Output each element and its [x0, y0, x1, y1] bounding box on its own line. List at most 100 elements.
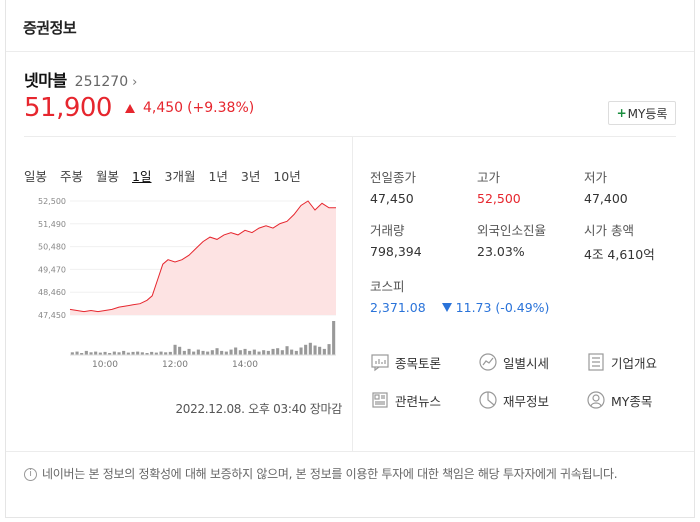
- stat-label: 전일종가: [370, 170, 417, 185]
- stat-cell: 저가 47,400: [584, 167, 684, 206]
- volume-bar: [238, 350, 242, 355]
- stat-label: 저가: [584, 170, 608, 185]
- volume-bar: [313, 345, 317, 355]
- volume-bar: [215, 348, 219, 355]
- volume-bar: [126, 352, 130, 355]
- quick-link[interactable]: MY종목: [586, 390, 686, 410]
- volume-bar: [266, 350, 270, 355]
- volume-bar: [322, 348, 326, 355]
- volume-bar: [70, 352, 74, 355]
- stats-grid: 전일종가 47,450 고가 52,500 저가 47,400 거래량 798,394 외국인소…: [370, 167, 684, 263]
- stat-value: 4조 4,610억: [584, 247, 655, 262]
- x-tick-label: 12:00: [162, 360, 188, 370]
- volume-bar: [187, 348, 191, 355]
- y-tick-label: 47,450: [38, 311, 66, 320]
- divider: [6, 451, 694, 452]
- quick-link-label: 일별시세: [503, 355, 550, 371]
- volume-bar: [103, 351, 107, 355]
- y-tick-label: 52,500: [38, 197, 66, 206]
- stat-label: 고가: [477, 170, 501, 185]
- kospi-block: 코스피 2,371.08 11.73 (-0.49%): [370, 276, 549, 315]
- x-tick-label: 10:00: [92, 360, 118, 370]
- volume-bar: [252, 349, 256, 355]
- stat-value: 47,450: [370, 191, 414, 206]
- volume-bar: [112, 351, 116, 355]
- my-register-button[interactable]: + MY등록: [608, 101, 676, 125]
- price-change: 4,450: [142, 100, 184, 116]
- volume-bar: [173, 344, 177, 355]
- quick-link[interactable]: 관련뉴스: [370, 390, 478, 410]
- user-icon: [587, 391, 605, 409]
- volume-bar: [332, 321, 336, 355]
- volume-bar: [98, 352, 102, 355]
- quick-link-label: 종목토론: [395, 355, 442, 371]
- volume-bar: [280, 350, 284, 355]
- tab-period[interactable]: 월봉: [96, 169, 120, 184]
- quick-link-label: 재무정보: [503, 393, 550, 409]
- tab-period[interactable]: 3개월: [164, 169, 196, 184]
- volume-bar: [84, 350, 88, 355]
- stock-name[interactable]: 넷마블: [24, 71, 67, 90]
- volume-bar: [276, 348, 280, 355]
- volume-bar: [248, 350, 252, 355]
- volume-bar: [327, 344, 331, 355]
- stat-cell: 고가 52,500: [477, 167, 584, 206]
- volume-bar: [164, 352, 168, 355]
- tab-period[interactable]: 1년: [208, 169, 228, 184]
- stat-cell: 시가 총액 4조 4,610억: [584, 220, 684, 263]
- volume-bar: [117, 352, 121, 355]
- quick-link[interactable]: 일별시세: [478, 352, 586, 372]
- volume-bar: [243, 348, 247, 355]
- price-line: [69, 200, 336, 313]
- tab-period[interactable]: 일봉: [24, 169, 48, 184]
- chevron-right-icon[interactable]: ›: [132, 75, 138, 90]
- quick-link[interactable]: 종목토론: [370, 352, 478, 372]
- tab-period[interactable]: 주봉: [60, 169, 84, 184]
- market-status-date: 2022.12.08. 오후 03:40 장마감: [175, 402, 342, 416]
- stat-value: 23.03%: [477, 244, 525, 259]
- volume-bar: [234, 347, 238, 355]
- quick-link-label: 관련뉴스: [395, 393, 442, 409]
- y-tick-label: 49,470: [38, 265, 66, 274]
- volume-bar: [140, 352, 144, 355]
- down-triangle-icon: [441, 303, 452, 312]
- volume-bar: [224, 351, 228, 355]
- quick-link[interactable]: 기업개요: [586, 352, 686, 372]
- kospi-label: 코스피: [370, 279, 405, 294]
- stat-value: 52,500: [477, 191, 521, 206]
- tab-period[interactable]: 3년: [240, 169, 261, 184]
- stock-code[interactable]: 251270: [74, 74, 129, 90]
- volume-bar: [145, 353, 149, 355]
- x-tick-label: 14:00: [232, 360, 258, 370]
- volume-bar: [285, 346, 289, 355]
- stat-value: 798,394: [370, 244, 422, 259]
- disclaimer: i 네이버는 본 정보의 정확성에 대해 보증하지 않으며, 본 정보를 이용한…: [24, 466, 684, 483]
- stat-cell: 전일종가 47,450: [370, 167, 477, 206]
- stock-name-row[interactable]: 넷마블 251270 ›: [24, 67, 137, 91]
- disclaimer-text: 네이버는 본 정보의 정확성에 대해 보증하지 않으며, 본 정보를 이용한 투…: [42, 467, 618, 481]
- volume-bar: [182, 350, 186, 355]
- volume-bar: [178, 346, 182, 355]
- volume-bar: [206, 351, 210, 355]
- volume-bar: [220, 350, 224, 355]
- tab-period[interactable]: 1일: [132, 169, 152, 184]
- volume-bar: [229, 349, 233, 355]
- stat-label: 거래량: [370, 223, 405, 238]
- volume-bar: [294, 350, 298, 355]
- card-header: 증권정보: [6, 0, 694, 52]
- tab-period[interactable]: 10년: [273, 169, 301, 184]
- stat-label: 외국인소진율: [477, 223, 547, 238]
- y-tick-label: 51,490: [38, 220, 66, 229]
- current-price: 51,900: [24, 93, 112, 123]
- volume-bar: [159, 351, 163, 355]
- trend-icon: [479, 353, 497, 371]
- quick-link[interactable]: 재무정보: [478, 390, 586, 410]
- volume-bar: [262, 350, 266, 355]
- kospi-change: 11.73 (-0.49%): [455, 300, 550, 315]
- volume-bar: [201, 350, 205, 355]
- chart-period-tabs: 일봉 주봉 월봉 1일 3개월 1년 3년 10년: [24, 166, 314, 185]
- pie-chart-icon: [479, 391, 497, 409]
- my-register-label: MY등록: [627, 106, 668, 121]
- volume-bar: [122, 350, 126, 355]
